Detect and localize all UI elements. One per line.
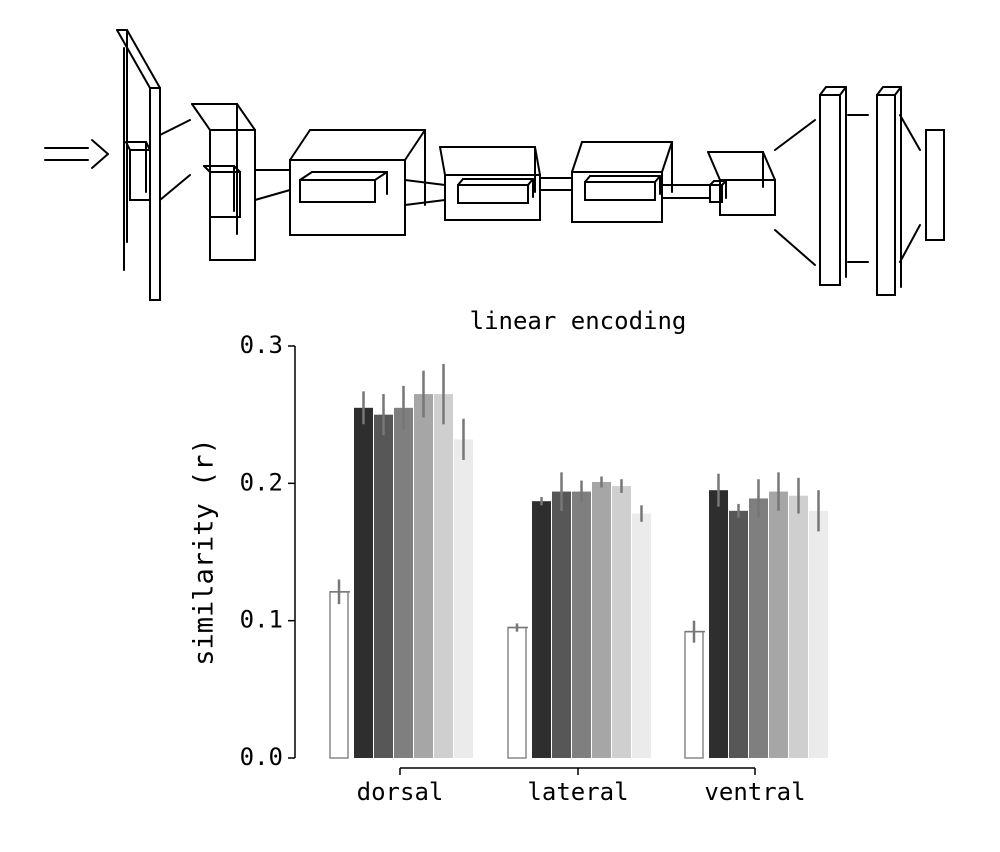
sketch-line [774, 119, 816, 151]
x-tick-label: lateral [527, 778, 628, 806]
sketch-box [299, 179, 376, 203]
sketch-box [819, 94, 841, 286]
sketch-line [125, 141, 131, 151]
bar [729, 510, 748, 758]
y-tick-label: 0.2 [240, 468, 283, 496]
sketch-line [159, 119, 191, 136]
sketch-box [149, 87, 161, 301]
sketch-box [444, 174, 541, 221]
sketch-line [404, 129, 426, 161]
sketch-line [191, 103, 211, 131]
bar [374, 414, 393, 758]
chart-title: linear encoding [470, 307, 687, 335]
bar [394, 407, 413, 758]
x-tick-label: dorsal [357, 778, 444, 806]
sketch-box [457, 184, 529, 204]
y-axis-label: similarity (r) [189, 438, 220, 666]
sketch-line [457, 178, 464, 186]
sketch-line [254, 189, 291, 201]
sketch-box [584, 181, 656, 201]
sketch-line [159, 174, 191, 201]
bar [684, 630, 704, 759]
sketch-box [925, 129, 945, 241]
sketch-box [209, 129, 256, 261]
bar [632, 513, 651, 758]
bar [354, 407, 373, 758]
sketch-line [404, 179, 446, 186]
bar [709, 490, 728, 758]
sketch-line [116, 29, 151, 89]
sketch-line [876, 86, 884, 96]
sketch-line [289, 129, 311, 161]
bar [809, 510, 828, 758]
sketch-line [899, 114, 921, 151]
sketch-line [439, 146, 446, 176]
bar [789, 495, 808, 758]
bar [454, 439, 473, 758]
sketch-line [661, 141, 673, 173]
bar [572, 491, 591, 758]
bar [592, 481, 611, 758]
sketch-box [876, 94, 896, 296]
network-diagram [44, 29, 945, 301]
sketch-line [707, 151, 721, 181]
sketch-line [762, 151, 776, 181]
sketch-line [91, 153, 109, 169]
sketch-line [819, 86, 827, 96]
sketch-line [571, 141, 583, 173]
sketch-box [719, 179, 776, 216]
sketch-line [126, 29, 161, 89]
bar [434, 394, 453, 758]
sketch-line [236, 103, 256, 131]
y-tick-label: 0.1 [240, 606, 283, 634]
x-tick-label: ventral [704, 778, 805, 806]
bar [414, 394, 433, 758]
bar [769, 491, 788, 758]
bar [507, 626, 527, 759]
sketch-box [709, 184, 723, 203]
y-tick-label: 0.3 [240, 331, 283, 359]
sketch-line [91, 139, 109, 155]
sketch-line [899, 224, 921, 263]
sketch-line [404, 199, 446, 206]
sketch-line [584, 175, 591, 183]
bar [329, 591, 349, 759]
bar [612, 486, 631, 758]
sketch-line [774, 229, 816, 266]
bar [532, 501, 551, 758]
sketch-line [374, 171, 388, 181]
sketch-box [129, 149, 151, 201]
bar [749, 498, 768, 758]
sketch-box [289, 159, 406, 236]
sketch-line [299, 171, 313, 181]
bar [552, 491, 571, 758]
y-tick-label: 0.0 [240, 743, 283, 771]
sketch-box [209, 171, 241, 218]
